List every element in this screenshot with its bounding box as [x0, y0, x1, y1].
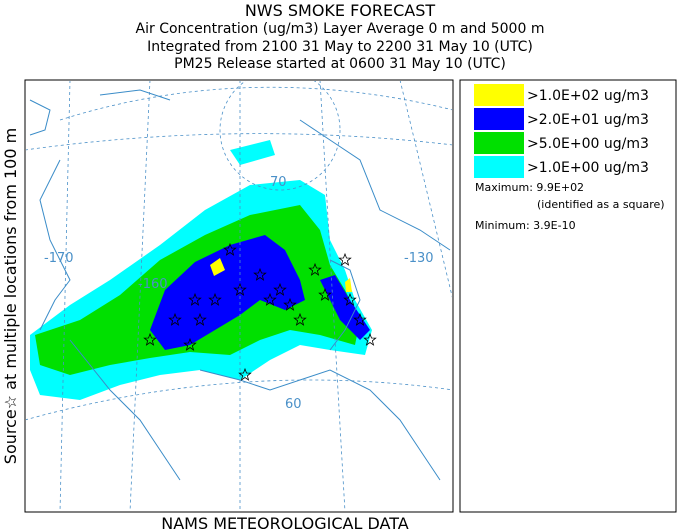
legend: Maximum: 9.9E+02 (identified as a square…: [459, 79, 677, 513]
subtitle: Integrated from 2100 31 May to 2200 31 M…: [147, 39, 533, 55]
source-star: [293, 312, 307, 326]
legend-label: >5.0E+00 ug/m3: [527, 136, 649, 152]
grid-label: 70: [270, 175, 287, 190]
subtitle: Air Concentration (ug/m3) Layer Average …: [136, 21, 545, 37]
legend-swatch: [474, 156, 524, 178]
source-star: [188, 292, 202, 306]
subtitle: PM25 Release started at 0600 31 May 10 (…: [174, 56, 506, 72]
source-star: [168, 312, 182, 326]
plume-level: [210, 258, 225, 276]
minimum: Minimum: 3.9E-10: [475, 219, 576, 232]
source-star: [318, 287, 332, 301]
source-star: [363, 332, 377, 346]
legend-label: >1.0E+02 ug/m3: [527, 88, 649, 104]
grid-label: -130: [404, 251, 434, 266]
source-star: [143, 332, 157, 346]
source-star: [338, 252, 352, 266]
source-label: Source☆ at multiple locations from 100 m: [1, 128, 20, 464]
source-star: [273, 282, 287, 296]
source-star: [233, 282, 247, 296]
legend-swatch: [474, 108, 524, 130]
source-star: [183, 337, 197, 351]
footer: NAMS METEOROLOGICAL DATA: [161, 514, 409, 532]
source-star: [238, 367, 252, 381]
source-star: [263, 292, 277, 306]
legend-swatch: [474, 132, 524, 154]
source-star: [343, 292, 357, 306]
legend-swatch: [474, 84, 524, 106]
source-star: [193, 312, 207, 326]
maximum: Maximum: 9.9E+02: [475, 181, 584, 194]
maximum-note: (identified as a square): [537, 198, 665, 211]
plume-level: [345, 278, 352, 292]
grid-label: -160: [138, 277, 168, 292]
map: -170 -160 -130 70 60: [24, 79, 454, 513]
legend-label: >1.0E+00 ug/m3: [527, 160, 649, 176]
plume-level: [230, 140, 275, 165]
title: NWS SMOKE FORECAST: [245, 1, 436, 20]
source-star: [308, 262, 322, 276]
legend-label: >2.0E+01 ug/m3: [527, 112, 649, 128]
source-star: [353, 312, 367, 326]
grid-label: -170: [44, 251, 74, 266]
source-star: [283, 297, 297, 311]
grid-label: 60: [285, 397, 302, 412]
legend-frame: [459, 79, 677, 513]
source-star: [208, 292, 222, 306]
source-star: [223, 242, 237, 256]
source-star: [253, 267, 267, 281]
plume-level: [150, 235, 305, 350]
